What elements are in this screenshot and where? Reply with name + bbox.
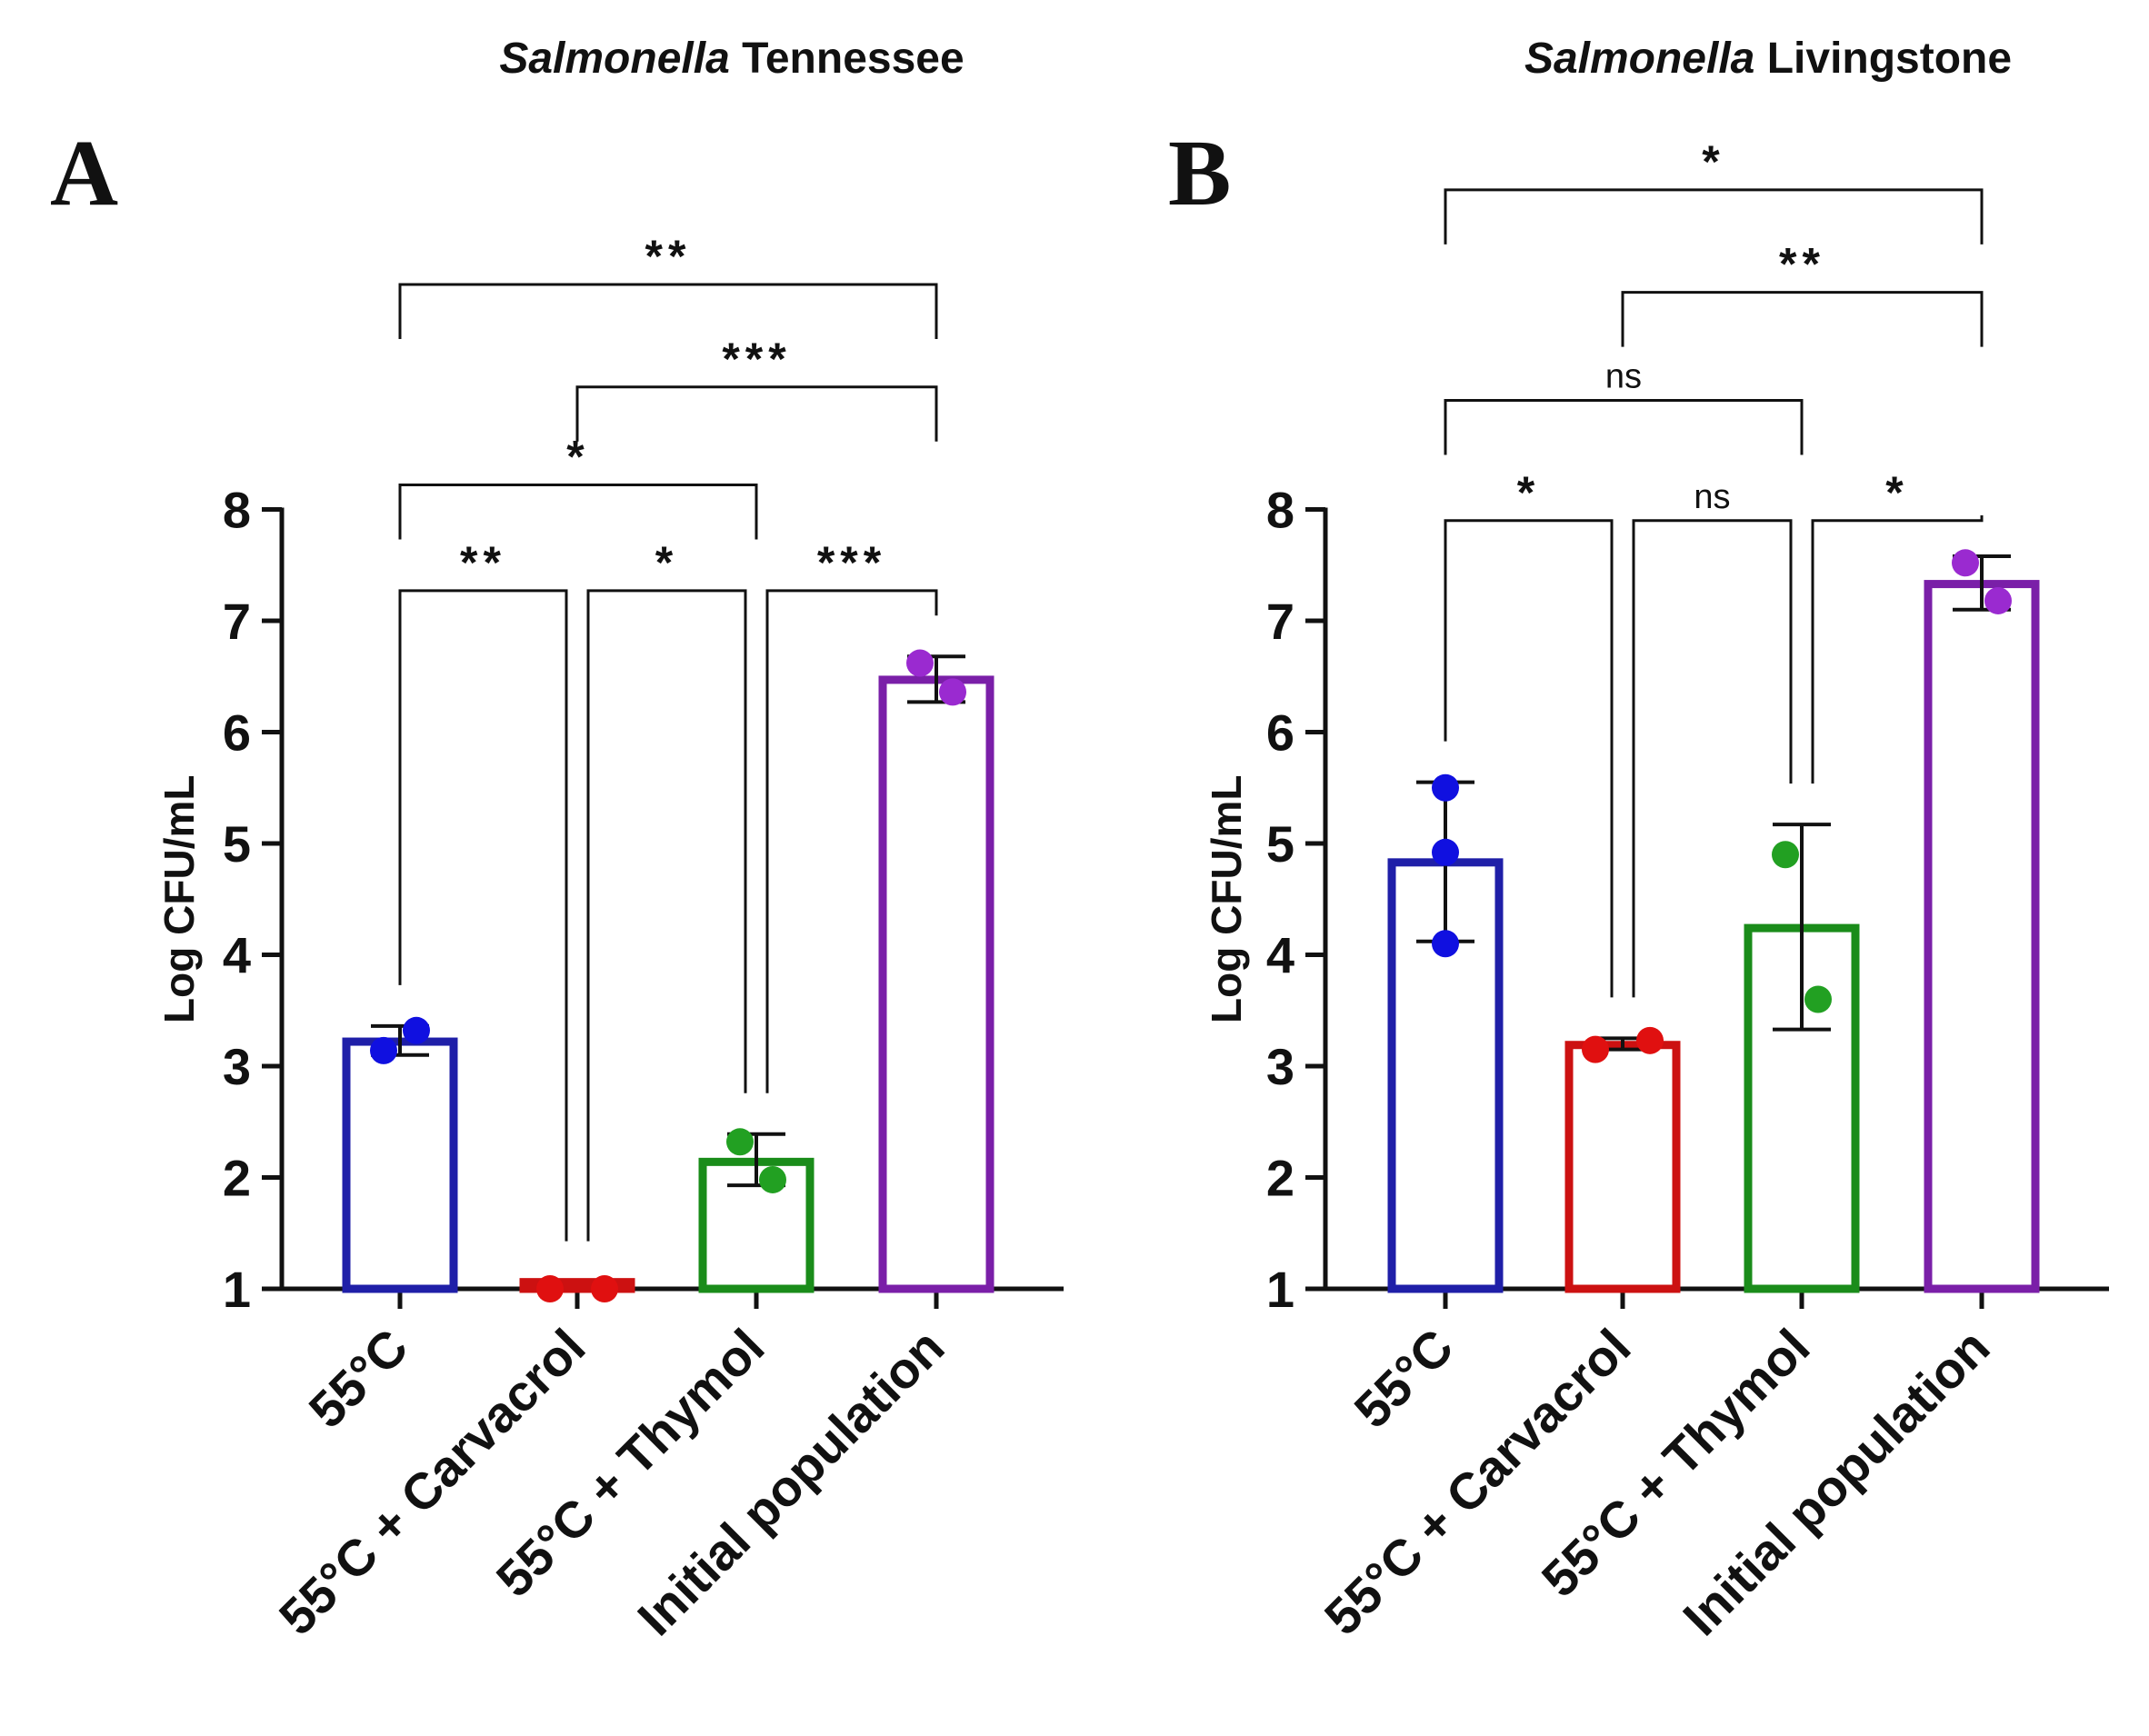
x-tick-label: Initial population <box>1672 1318 2000 1646</box>
significance-label: *** <box>722 334 791 384</box>
significance-label: * <box>566 432 589 483</box>
data-point <box>1772 841 1799 869</box>
data-point <box>370 1036 397 1064</box>
y-tick-label: 6 <box>223 704 251 762</box>
significance-label: * <box>655 537 678 588</box>
chart-title-italic: Salmonella <box>499 35 729 83</box>
chart-title-rest: Livingstone <box>1754 35 2012 83</box>
data-point <box>726 1128 754 1156</box>
y-tick-label: 8 <box>1266 482 1294 539</box>
y-tick-label: 4 <box>223 927 251 984</box>
y-tick-label: 8 <box>223 482 251 539</box>
significance-bracket <box>1444 188 1984 244</box>
significance-label: ** <box>460 537 506 588</box>
chart-title-italic: Salmonella <box>1524 35 1754 83</box>
data-point <box>1432 773 1459 802</box>
bar <box>342 1037 458 1293</box>
significance-bracket <box>1621 291 1984 347</box>
data-point <box>1432 930 1459 958</box>
significance-label: *** <box>817 537 886 588</box>
significance-bracket <box>1632 519 1793 998</box>
panel-letter: A <box>50 121 118 225</box>
data-point <box>759 1165 786 1193</box>
data-point <box>1636 1026 1664 1054</box>
data-point <box>939 678 966 706</box>
y-tick-label: 5 <box>1266 815 1294 873</box>
y-tick-label: 3 <box>223 1038 251 1095</box>
significance-bracket <box>1444 519 1614 998</box>
y-axis-label: Log CFU/mL <box>1203 775 1250 1023</box>
x-tick-label: 55°C + Carvacrol <box>1314 1318 1642 1646</box>
bar <box>1924 580 2040 1293</box>
significance-label: * <box>1885 467 1908 518</box>
significance-label: ** <box>645 231 692 282</box>
bar <box>519 1278 635 1293</box>
data-point <box>1952 549 1979 577</box>
bar <box>878 675 995 1293</box>
significance-bracket <box>398 484 758 540</box>
significance-label: ** <box>1779 239 1825 290</box>
significance-label: * <box>1702 136 1724 187</box>
x-tick-label: 55°C <box>1343 1318 1464 1439</box>
bar <box>1564 1041 1681 1293</box>
y-tick-label: 7 <box>223 593 251 650</box>
y-tick-label: 2 <box>1266 1150 1294 1207</box>
data-point <box>536 1275 564 1302</box>
chart-panel-a: Salmonella Tennessee A Log CFU/mL 1 2 3 4 5 6 7 8 5… <box>50 35 1064 1646</box>
panel-letter: B <box>1168 121 1231 225</box>
significance-bracket <box>1811 514 1984 784</box>
x-tick-label: 55°C + Carvacrol <box>268 1318 596 1646</box>
significance-label: ns <box>1605 357 1642 395</box>
significance-bracket <box>398 589 568 1242</box>
y-tick-label: 3 <box>1266 1038 1294 1095</box>
y-tick-label: 4 <box>1266 927 1294 984</box>
x-tick-label: Initial population <box>626 1318 955 1646</box>
y-tick-label: 6 <box>1266 704 1294 762</box>
y-axis-label: Log CFU/mL <box>155 775 203 1023</box>
data-point <box>1984 586 2012 614</box>
chart-panel-b: Salmonella Livingstone B Log CFU/mL 1 2 3 4 5 6 7… <box>1168 35 2109 1646</box>
data-point <box>591 1275 618 1302</box>
x-tick-label: 55°C <box>297 1318 418 1439</box>
data-point <box>403 1016 430 1044</box>
y-tick-label: 2 <box>223 1150 251 1207</box>
significance-bracket <box>398 283 938 340</box>
significance-bracket <box>586 589 747 1242</box>
significance-bracket <box>575 385 938 442</box>
significance-label: ns <box>1694 478 1730 516</box>
significance-bracket <box>1444 398 1804 455</box>
chart-title: Salmonella Tennessee <box>499 35 964 83</box>
data-point <box>1582 1035 1609 1063</box>
significance-label: * <box>1517 467 1540 518</box>
chart-title: Salmonella Livingstone <box>1524 35 2012 83</box>
y-tick-label: 5 <box>223 815 251 873</box>
data-point <box>906 649 934 677</box>
y-tick-label: 7 <box>1266 593 1294 650</box>
significance-bracket <box>765 589 938 1093</box>
data-point <box>1432 838 1459 866</box>
chart-title-rest: Tennessee <box>730 35 965 83</box>
y-tick-label: 1 <box>1266 1261 1294 1318</box>
y-tick-label: 1 <box>223 1261 251 1318</box>
data-point <box>1804 985 1832 1013</box>
